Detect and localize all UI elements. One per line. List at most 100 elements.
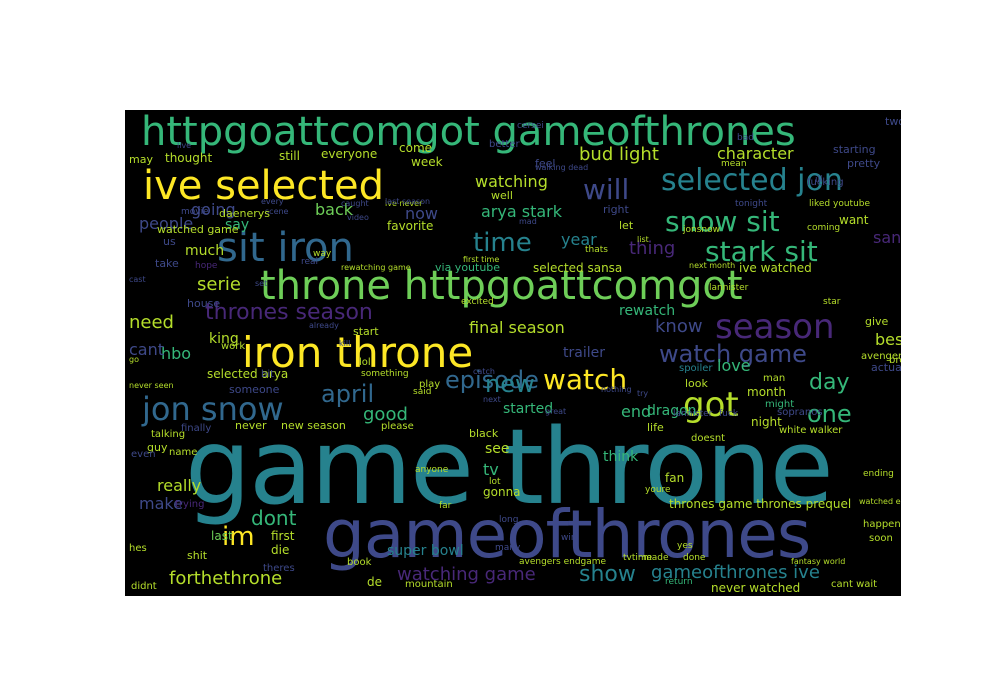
word-cloud: game throne gameofthrones httpgoattcomgo… (125, 110, 901, 596)
word: long (499, 515, 519, 525)
word: watching (475, 172, 548, 191)
word: look (685, 377, 708, 390)
word: trailer (563, 345, 605, 361)
word: already (309, 321, 339, 330)
word: kill (339, 339, 351, 348)
word: time (473, 228, 532, 258)
word: movie (181, 207, 209, 217)
word: people (139, 214, 194, 233)
word: ill (815, 175, 823, 185)
word: selected jon (661, 163, 843, 198)
word: watch game (659, 340, 807, 368)
word: snow sit (665, 205, 780, 238)
word: jon snow (142, 390, 284, 428)
word: selected arya (207, 367, 289, 381)
word: month (747, 385, 786, 399)
word: de (367, 575, 382, 589)
word: character (717, 144, 794, 163)
word: take (155, 257, 179, 270)
word: liked youtube (809, 199, 871, 209)
word: mean (721, 159, 747, 169)
word: never watched (711, 581, 801, 595)
word: tv (483, 460, 499, 479)
word: iron throne (242, 328, 474, 377)
word: ive watched (739, 261, 812, 275)
word: said (413, 387, 432, 397)
word: make (139, 494, 183, 513)
word: serie (197, 274, 241, 295)
word: real (301, 257, 319, 267)
word: thrones game thrones prequel (669, 497, 852, 511)
word: cersei (517, 121, 544, 131)
word: season (715, 307, 835, 347)
word: game throne (185, 406, 834, 528)
word: cast (129, 275, 146, 284)
word: day (809, 370, 850, 395)
word: happen (863, 519, 901, 530)
word: thats (585, 245, 608, 255)
word: white walker (779, 425, 843, 436)
word: tonight (735, 199, 768, 209)
word: arya stark (481, 202, 562, 221)
word: right (603, 203, 629, 216)
word: lot (489, 477, 501, 487)
word: im (222, 522, 255, 552)
word: us (163, 235, 176, 248)
word: throne httpgoattcomgot (260, 263, 743, 309)
word: last (211, 529, 233, 543)
word: final season (469, 318, 565, 337)
word: everyone (321, 147, 378, 161)
word: caught (341, 199, 369, 208)
word: never (235, 419, 267, 432)
word: black (469, 427, 499, 440)
word: made (643, 553, 669, 563)
word: sit iron (217, 225, 354, 271)
word: feel (535, 157, 556, 170)
word: try (637, 389, 649, 398)
word: need (129, 312, 174, 333)
word: nothing (601, 385, 632, 394)
word: name (169, 447, 198, 458)
word: tvtime (623, 553, 653, 563)
word: lannister (709, 283, 749, 293)
word: rewatching game (341, 263, 411, 272)
word: bad (737, 133, 754, 143)
word: really (157, 476, 202, 495)
word: april (321, 380, 375, 408)
word: episode (445, 366, 539, 394)
word: think (603, 449, 639, 465)
word: work (221, 341, 246, 352)
word: stark sit (705, 235, 818, 268)
word: star (823, 297, 841, 307)
word: give (865, 315, 889, 328)
word: die (271, 543, 290, 557)
word: much (185, 243, 225, 259)
word: week (411, 155, 443, 169)
word: year (561, 230, 597, 249)
word: hes (129, 543, 147, 554)
word: show (579, 562, 636, 587)
word: actually (871, 361, 901, 374)
word: two (885, 115, 901, 128)
word: man (763, 373, 786, 384)
word: new season (281, 419, 346, 432)
word: yes (677, 541, 693, 551)
word: see (485, 441, 510, 457)
word: well (491, 189, 513, 202)
word: soon (869, 533, 893, 544)
word: thing (629, 238, 676, 259)
word: starting (833, 143, 876, 156)
word: know (655, 316, 703, 337)
word: anyone (415, 465, 449, 475)
word: pretty (847, 157, 881, 170)
word: favorite (387, 219, 434, 233)
word: night (751, 415, 782, 429)
word: jonsnow (683, 225, 720, 235)
word: cant wait (831, 579, 878, 590)
word: ive never (385, 199, 423, 208)
word: first time (463, 255, 500, 264)
word: dragon (647, 403, 697, 419)
word: new (485, 370, 535, 398)
word: talking (151, 429, 186, 440)
word: thrones season (205, 300, 373, 325)
